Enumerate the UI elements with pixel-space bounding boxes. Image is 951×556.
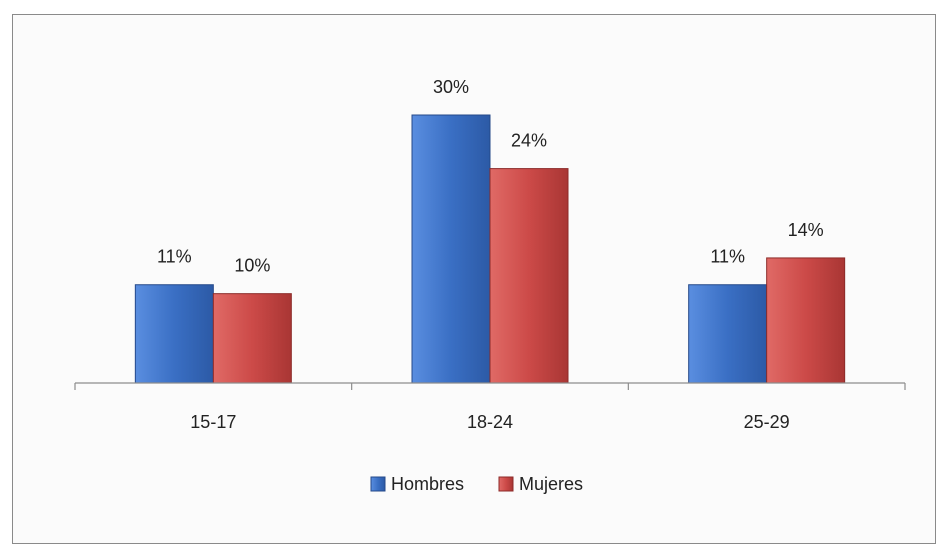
legend-swatch-hombres xyxy=(370,476,386,492)
bar-mujeres-18-24 xyxy=(489,168,569,384)
data-label-mujeres-18-24: 24% xyxy=(511,131,547,151)
x-tick-label-15-17: 15-17 xyxy=(190,412,236,432)
x-tick-label-25-29: 25-29 xyxy=(744,412,790,432)
tick-labels-group: 15-17 18-24 25-29 xyxy=(190,412,789,432)
bars-group xyxy=(134,114,846,384)
x-tick-label-18-24: 18-24 xyxy=(467,412,513,432)
legend-swatch-mujeres xyxy=(498,476,514,492)
data-label-mujeres-25-29: 14% xyxy=(788,220,824,240)
legend-label-mujeres: Mujeres xyxy=(519,474,583,494)
bar-hombres-15-17 xyxy=(134,284,214,384)
x-axis xyxy=(74,382,906,390)
data-label-mujeres-15-17: 10% xyxy=(234,256,270,276)
bar-hombres-25-29 xyxy=(688,284,768,384)
legend-label-hombres: Hombres xyxy=(391,474,464,494)
data-label-hombres-25-29: 11% xyxy=(710,247,745,267)
data-label-hombres-18-24: 30% xyxy=(433,77,469,97)
data-labels-group: 11% 10% 30% 24% 11% 14% xyxy=(157,77,824,276)
bar-mujeres-15-17 xyxy=(212,293,292,384)
data-label-hombres-15-17: 11% xyxy=(157,247,192,267)
bar-hombres-18-24 xyxy=(411,114,491,384)
legend: Hombres Mujeres xyxy=(370,474,583,494)
bar-mujeres-25-29 xyxy=(766,257,846,384)
